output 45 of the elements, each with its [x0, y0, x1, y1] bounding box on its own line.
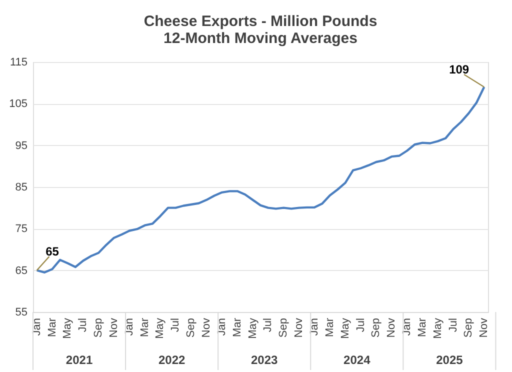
x-tick-label: Jul: [170, 318, 182, 332]
data-label: 65: [46, 244, 60, 259]
x-tick-label: Jan: [123, 318, 136, 336]
data-label: 109: [449, 62, 470, 76]
x-tick-label: Nov: [200, 318, 213, 338]
x-tick-label: Mar: [231, 318, 244, 337]
text: 2021: [66, 353, 93, 367]
y-tick-label: 75: [15, 223, 28, 236]
x-tick-label: Nov: [108, 318, 120, 338]
x-tick-label: Mar: [46, 318, 58, 337]
line-series: [36, 86, 486, 274]
x-tick-label: Mar: [416, 318, 428, 337]
y-tick-label: 95: [15, 140, 28, 152]
x-tick-label: May: [62, 318, 74, 339]
text: 2024: [344, 353, 371, 367]
y-tick-label: 115: [10, 56, 28, 68]
y-tick-label: 55: [15, 306, 28, 318]
y-tick-label: 65: [15, 264, 28, 277]
x-tick-label: Nov: [293, 318, 306, 338]
x-tick-label: Nov: [478, 318, 490, 338]
x-tick-label: Jan: [308, 318, 320, 336]
x-tick-label: May: [339, 318, 352, 339]
x-tick-label: Nov: [386, 318, 398, 338]
x-tick-label: Jan: [401, 318, 414, 336]
chart-title: Cheese Exports - Million Pounds 12-Month Moving Averages: [144, 13, 378, 47]
text: 2025: [436, 353, 464, 367]
y-tick-label: 105: [9, 98, 28, 110]
x-tick-label: May: [154, 318, 166, 339]
x-tick-label: Jan: [216, 318, 228, 336]
x-tick-label: Jul: [262, 318, 274, 332]
x-tick-label: Sep: [370, 318, 382, 338]
x-tick-label: Jul: [77, 318, 90, 332]
y-tick-label: 85: [15, 182, 28, 194]
x-tick-label: Sep: [185, 318, 198, 338]
x-tick-label: Sep: [278, 318, 290, 338]
x-tick-label: May: [432, 318, 444, 339]
x-tick-label: Mar: [138, 318, 151, 337]
text: 2023: [251, 353, 278, 367]
x-tick-label: Sep: [92, 318, 105, 338]
x-tick-label: Jul: [447, 318, 460, 332]
x-tick-label: May: [246, 318, 259, 339]
x-tick-label: Jul: [354, 318, 367, 332]
x-tick-label: Mar: [324, 318, 336, 337]
text: 2022: [158, 353, 186, 367]
x-tick-label: Sep: [462, 318, 475, 338]
